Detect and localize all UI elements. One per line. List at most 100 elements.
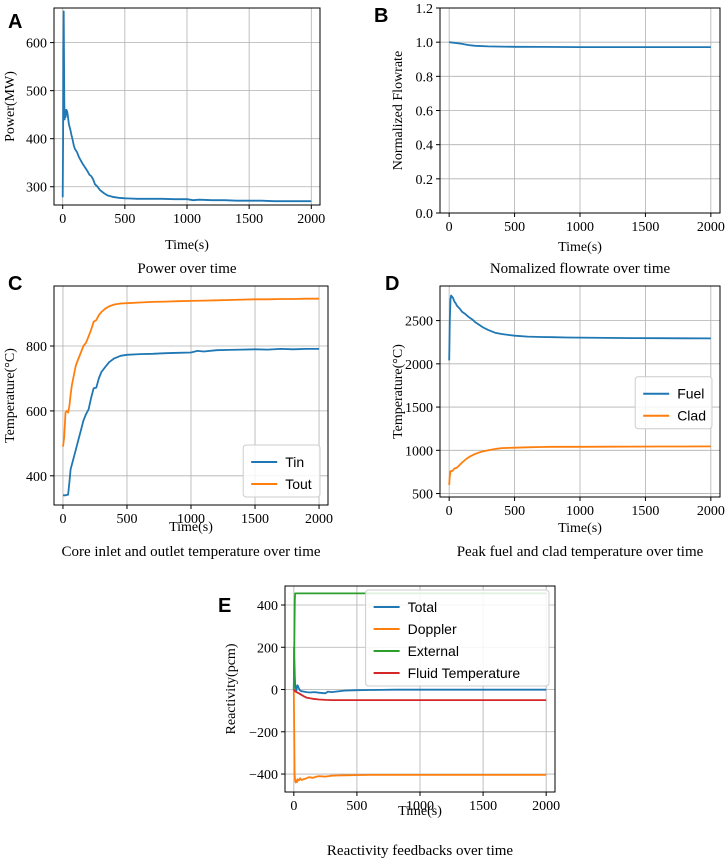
x-axis-label: Time(s) <box>558 521 602 536</box>
legend-label: Fuel <box>677 386 704 402</box>
panel-letter-a: A <box>8 11 22 33</box>
chart-b: B 0 500 1000 1500 2000 0.0 0.2 0.4 0.6 0.8 1.0 1.2 Ti… <box>374 2 725 277</box>
y-tick-label: 0 <box>271 684 278 699</box>
x-tick-label: 1500 <box>241 512 269 527</box>
y-axis-label: Normalized Flowrate <box>391 51 406 170</box>
y-tick-label: 0.2 <box>416 173 434 188</box>
y-tick-label: 500 <box>412 488 433 503</box>
y-tick-label: −200 <box>249 726 278 741</box>
chart-caption: Reactivity feedbacks over time <box>327 843 514 859</box>
series-line-fluid-temperature <box>293 688 547 701</box>
y-tick-label: 400 <box>26 133 47 148</box>
x-axis-label: Time(s) <box>169 520 213 535</box>
y-axis-label: Power(MW) <box>3 71 18 142</box>
chart-e: E 0 500 1000 1500 2000 −400 −200 0 200 400 Time(s) R… <box>218 585 560 859</box>
y-tick-label: 0.8 <box>416 70 434 85</box>
x-tick-label: 0 <box>290 799 297 814</box>
x-tick-label: 1500 <box>235 212 263 227</box>
axes-frame <box>284 585 556 793</box>
x-tick-label: 500 <box>504 504 525 519</box>
series-line-flowrate <box>449 41 711 48</box>
y-tick-label: 0.0 <box>416 207 434 222</box>
series-line-external <box>292 592 547 690</box>
y-tick-label: 2000 <box>405 358 433 373</box>
y-tick-label: −400 <box>249 768 278 783</box>
chart-caption: Peak fuel and clad temperature over time <box>457 544 704 560</box>
x-tick-label: 1000 <box>177 512 205 527</box>
legend-label: Fluid Temperature <box>408 665 521 681</box>
x-tick-label: 1000 <box>406 799 434 814</box>
x-tick-label: 500 <box>116 512 137 527</box>
chart-d: D 0 500 1000 1500 2000 500 1000 1500 2000 2500 Time… <box>385 273 725 560</box>
legend-label: Tout <box>285 476 312 492</box>
x-tick-label: 500 <box>346 799 367 814</box>
series-line-tout <box>62 297 319 447</box>
x-tick-label: 1500 <box>631 504 659 519</box>
y-tick-label: 600 <box>26 405 47 420</box>
axes-frame <box>439 7 721 214</box>
x-tick-label: 2000 <box>297 212 325 227</box>
y-tick-label: 0.6 <box>416 105 434 120</box>
x-tick-label: 0 <box>446 504 453 519</box>
y-tick-label: 1500 <box>405 401 433 416</box>
y-tick-label: 1.2 <box>416 2 434 17</box>
legend-label: Doppler <box>408 621 457 637</box>
chart-c: C 0 500 1000 1500 2000 400 600 800 Time(s) Tempera… <box>3 273 333 560</box>
series-line-total <box>292 646 547 695</box>
y-tick-label: 2500 <box>405 315 433 330</box>
y-tick-label: 600 <box>26 37 47 52</box>
legend: Fuel Clad <box>634 376 713 430</box>
legend-label: Total <box>408 599 438 615</box>
x-tick-label: 1000 <box>566 504 594 519</box>
axes-frame <box>53 7 321 206</box>
legend-label: External <box>408 643 459 659</box>
chart-caption: Nomalized flowrate over time <box>490 261 671 277</box>
series-line-fuel <box>448 294 711 361</box>
panel-letter-c: C <box>8 273 22 295</box>
y-tick-label: 1000 <box>405 444 433 459</box>
y-axis-label: Temperature(°C) <box>391 344 406 439</box>
y-tick-label: 0.4 <box>416 139 434 154</box>
x-tick-label: 2000 <box>305 512 333 527</box>
chart-a: A 0 500 1000 1500 2000 300 400 500 600 Time(s) Powe… <box>3 7 325 277</box>
legend-label: Tin <box>285 454 304 470</box>
x-tick-label: 1500 <box>469 799 497 814</box>
y-tick-label: 200 <box>257 641 278 656</box>
x-tick-label: 0 <box>446 220 453 235</box>
x-tick-label: 0 <box>59 512 66 527</box>
y-tick-label: 1.0 <box>416 36 434 51</box>
chart-caption: Power over time <box>137 261 236 277</box>
x-tick-label: 1000 <box>173 212 201 227</box>
legend: Total Doppler External Fluid Temperature <box>365 589 550 687</box>
panel-letter-b: B <box>374 5 388 27</box>
series-line-tin <box>63 347 319 497</box>
x-axis-label: Time(s) <box>165 238 209 253</box>
x-tick-label: 500 <box>504 220 525 235</box>
y-tick-label: 500 <box>26 85 47 100</box>
chart-caption: Core inlet and outlet temperature over t… <box>61 544 320 560</box>
series-line-power <box>61 10 312 203</box>
y-tick-label: 400 <box>26 470 47 485</box>
legend-box <box>365 589 550 687</box>
x-tick-label: 2000 <box>532 799 560 814</box>
y-tick-label: 800 <box>26 340 47 355</box>
legend: Tin Tout <box>242 444 321 498</box>
x-axis-label: Time(s) <box>558 240 602 255</box>
x-tick-label: 0 <box>59 212 66 227</box>
x-axis-label: Time(s) <box>398 804 442 819</box>
x-tick-label: 2000 <box>697 220 725 235</box>
x-tick-label: 2000 <box>697 504 725 519</box>
legend-label: Clad <box>677 408 706 424</box>
y-axis-label: Temperature(°C) <box>3 348 18 443</box>
axes-frame <box>439 285 721 498</box>
panel-letter-d: D <box>385 273 399 295</box>
x-tick-label: 1500 <box>631 220 659 235</box>
x-tick-label: 500 <box>114 212 135 227</box>
x-tick-label: 1000 <box>566 220 594 235</box>
series-line-doppler <box>292 689 547 784</box>
y-tick-label: 300 <box>26 181 47 196</box>
panel-letter-e: E <box>218 595 231 617</box>
y-axis-label: Reactivity(pcm) <box>224 643 239 734</box>
series-line-clad <box>448 445 711 485</box>
